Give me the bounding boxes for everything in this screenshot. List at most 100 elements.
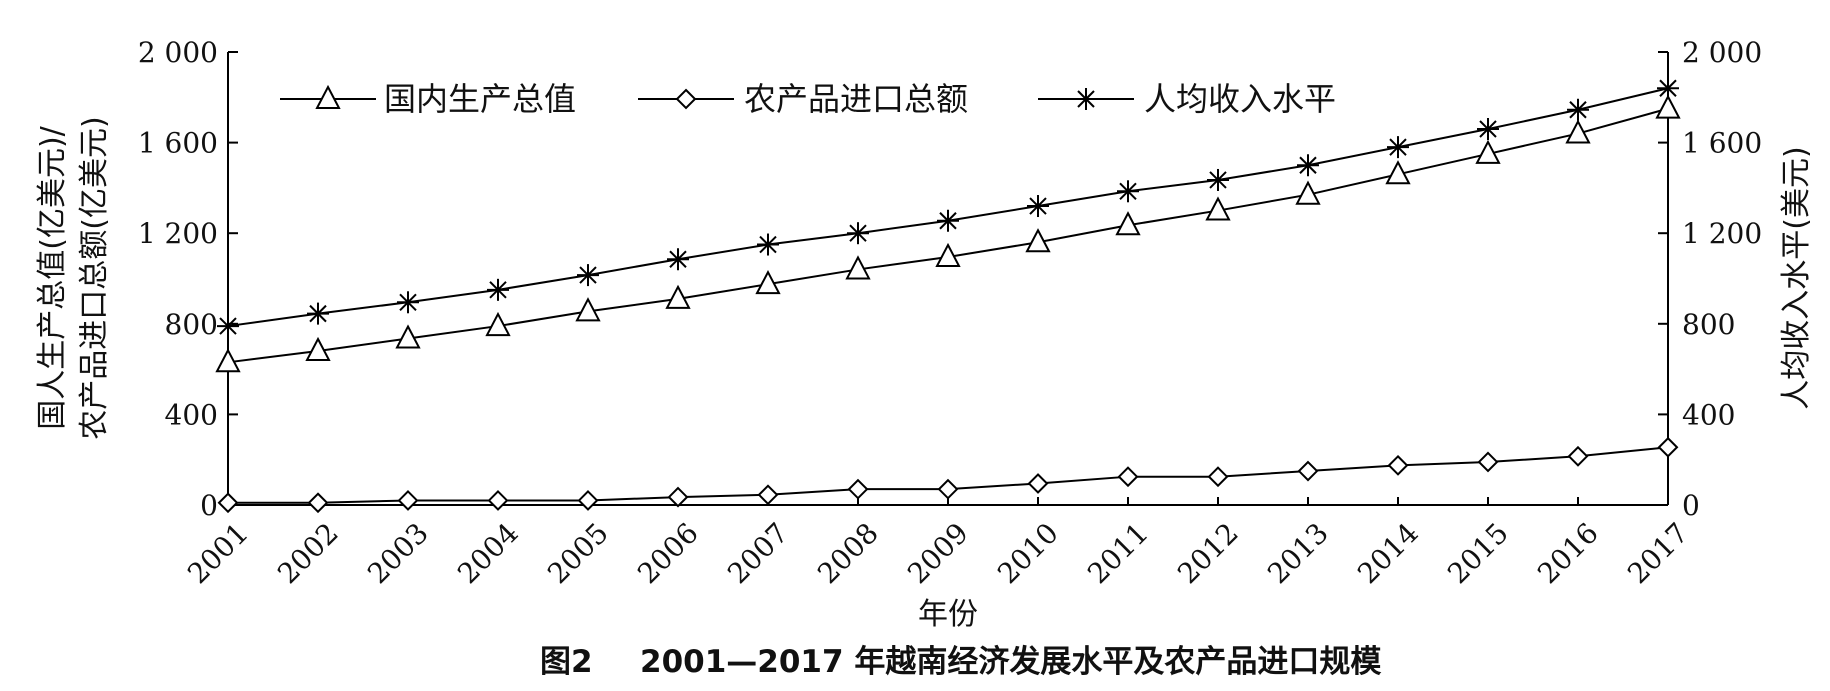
legend-item-import: 农产品进口总额	[638, 80, 968, 118]
legend-item-gdp: 国内生产总值	[280, 80, 576, 118]
right-y-tick-label: 0	[1682, 489, 1700, 522]
legend: 国内生产总值 农产品进口总额 人均收入水平	[280, 80, 1336, 118]
data-point-triangle	[1115, 211, 1141, 236]
left-y-ticks: 0 400 800 1 200 1 600 2 000	[138, 36, 238, 522]
x-ticks: 2001 2002 2003 2004 2005 2006 2007 2008 2009 2010…	[181, 497, 1695, 590]
data-point-diamond	[757, 484, 779, 506]
right-y-tick-label: 400	[1682, 398, 1735, 431]
figure-caption: 2001—2017 年越南经济发展水平及农产品进口规模	[640, 644, 1381, 680]
series-income	[217, 77, 1679, 338]
x-tick-label: 2010	[991, 516, 1065, 590]
data-point-triangle	[215, 348, 241, 373]
data-point-triangle	[485, 311, 511, 337]
series-line-income	[227, 87, 1669, 328]
legend-item-income: 人均收入水平	[1038, 80, 1336, 118]
x-tick-label: 2011	[1081, 516, 1155, 590]
data-point-diamond	[1207, 466, 1229, 488]
data-point-diamond	[217, 492, 239, 514]
data-point-asterisk	[1297, 154, 1319, 177]
data-point-triangle	[1205, 196, 1231, 221]
left-y-tick-label: 1 200	[138, 217, 218, 250]
data-point-diamond	[397, 490, 419, 511]
data-point-triangle	[845, 255, 871, 280]
data-point-asterisk	[487, 278, 509, 301]
x-tick-label: 2015	[1441, 516, 1515, 590]
data-point-triangle	[1385, 160, 1411, 185]
data-point-asterisk	[217, 315, 239, 338]
series-layer	[215, 77, 1681, 514]
right-y-tick-label: 800	[1682, 308, 1735, 341]
left-y-tick-label: 1 600	[138, 127, 218, 160]
series-line-gdp	[227, 107, 1669, 364]
right-y-tick-label: 2 000	[1682, 36, 1762, 69]
legend-label-income: 人均收入水平	[1144, 80, 1336, 118]
data-point-triangle	[1565, 119, 1591, 144]
data-point-triangle	[305, 336, 331, 361]
data-point-asterisk	[1657, 77, 1679, 100]
left-y-tick-label: 400	[165, 398, 218, 431]
x-tick-label: 2004	[451, 516, 525, 590]
data-point-diamond	[1297, 460, 1319, 482]
data-point-asterisk	[1117, 180, 1139, 203]
data-point-diamond	[667, 486, 689, 508]
x-tick-label: 2005	[541, 516, 615, 590]
data-point-triangle	[575, 297, 601, 322]
data-point-asterisk	[757, 233, 779, 256]
data-point-diamond	[577, 490, 599, 511]
x-tick-label: 2016	[1531, 516, 1605, 590]
data-point-diamond	[1657, 436, 1679, 458]
data-point-asterisk	[1477, 118, 1499, 141]
left-y-tick-label: 800	[165, 308, 218, 341]
data-point-triangle	[935, 242, 961, 267]
data-point-triangle	[395, 324, 421, 349]
x-tick-label: 2017	[1621, 516, 1695, 590]
data-point-diamond	[1387, 454, 1409, 476]
data-point-asterisk	[1207, 168, 1229, 191]
left-axis-title-line2: 农产品进口总额(亿美元)	[77, 116, 112, 439]
data-point-triangle	[1655, 94, 1681, 119]
left-y-tick-label: 0	[200, 489, 218, 522]
data-point-triangle	[665, 284, 691, 309]
x-tick-label: 2002	[271, 516, 345, 590]
triangle-marker-icon	[315, 84, 341, 109]
x-tick-label: 2014	[1351, 516, 1425, 590]
x-tick-label: 2003	[361, 516, 435, 590]
legend-label-gdp: 国内生产总值	[384, 80, 576, 118]
x-tick-label: 2006	[631, 516, 705, 590]
data-point-diamond	[307, 492, 329, 514]
x-axis-title: 年份	[918, 597, 978, 632]
data-point-diamond	[937, 478, 959, 500]
right-y-tick-label: 1 600	[1682, 127, 1762, 160]
x-tick-label: 2001	[181, 516, 255, 590]
data-point-diamond	[1117, 466, 1139, 488]
data-point-asterisk	[847, 222, 869, 245]
data-point-triangle	[755, 270, 781, 295]
data-point-asterisk	[937, 209, 959, 232]
data-point-diamond	[1027, 473, 1049, 494]
diamond-marker-icon	[675, 88, 697, 110]
data-point-diamond	[847, 478, 869, 500]
left-y-tick-label: 2 000	[138, 36, 218, 69]
data-point-diamond	[1567, 445, 1589, 467]
data-point-asterisk	[577, 264, 599, 287]
data-point-asterisk	[1387, 136, 1409, 159]
x-tick-label: 2008	[811, 516, 885, 590]
series-gdp	[215, 94, 1681, 373]
x-tick-label: 2007	[721, 516, 795, 590]
right-axis-title: 人均收入水平(美元)	[1779, 146, 1814, 409]
data-point-triangle	[1025, 228, 1051, 253]
axes	[227, 52, 1669, 506]
asterisk-marker-icon	[1075, 88, 1097, 110]
figure-number: 图2	[540, 644, 593, 680]
data-point-asterisk	[397, 291, 419, 314]
legend-label-import: 农产品进口总额	[744, 80, 968, 118]
series-import	[217, 436, 1679, 514]
data-point-asterisk	[667, 248, 689, 271]
x-tick-label: 2012	[1171, 516, 1245, 590]
data-point-asterisk	[307, 302, 329, 325]
data-point-triangle	[1475, 139, 1501, 164]
x-tick-label: 2009	[901, 516, 975, 590]
right-y-ticks: 0 400 800 1 200 1 600 2 000	[1658, 36, 1762, 522]
